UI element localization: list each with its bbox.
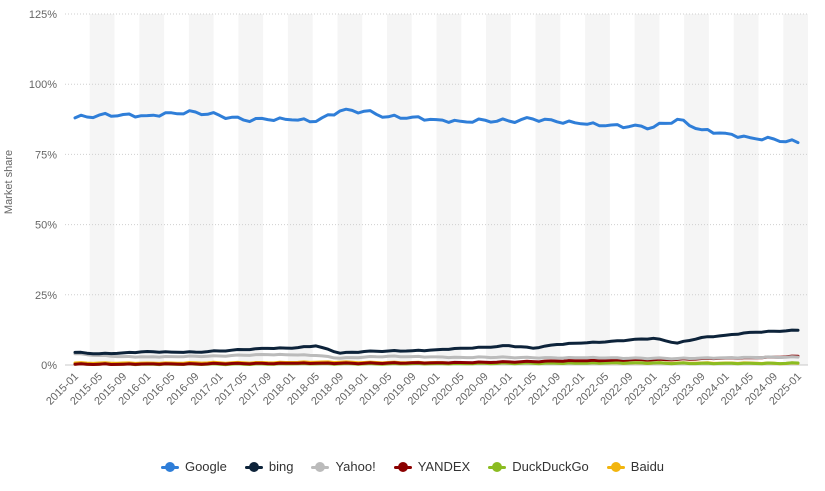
legend-swatch-icon [160,461,179,473]
column-band [684,14,709,365]
legend-item-yahoo[interactable]: Yahoo! [311,459,376,474]
column-band [287,14,313,365]
column-band [386,14,412,365]
legend-swatch-icon [311,461,330,473]
legend-item-yandex[interactable]: YANDEX [393,459,471,474]
y-tick-label: 75% [35,149,57,161]
legend-label: Google [184,459,227,474]
legend-swatch-dot [164,461,175,472]
legend-swatch-icon [488,461,507,473]
y-tick-label: 125% [29,9,57,21]
legend-swatch-icon [606,461,625,473]
legend-item-bing[interactable]: bing [244,459,294,474]
column-band [436,14,462,365]
series-line-yahoo[interactable] [73,352,800,361]
y-tick-label: 0% [41,360,57,372]
series-lines [73,107,800,367]
legend-swatch-dot [315,461,326,472]
column-band [585,14,610,365]
y-tick-label: 100% [29,79,57,91]
column-band [139,14,165,365]
column-band [188,14,214,365]
legend: Google bing Yahoo! YANDEX DuckDuckGo Baidu [0,459,825,474]
column-band [337,14,363,365]
column-band [486,14,511,365]
column-band [238,14,264,365]
legend-swatch-dot [492,461,503,472]
legend-label: Yahoo! [335,459,376,474]
alternating-column-bands [89,14,808,365]
legend-item-baidu[interactable]: Baidu [606,459,665,474]
column-band [733,14,759,365]
legend-label: Baidu [630,459,665,474]
column-band [535,14,561,365]
column-band [634,14,660,365]
y-tick-label: 50% [35,220,57,232]
column-band [783,14,808,365]
legend-item-google[interactable]: Google [160,459,227,474]
legend-swatch-dot [397,461,408,472]
column-band [89,14,115,365]
series-line-google[interactable] [73,107,800,145]
legend-swatch-icon [244,461,263,473]
legend-swatch-dot [248,461,259,472]
y-axis-ticks: 0% 25% 50% 75% 100% 125% [29,9,57,372]
legend-label: bing [268,459,294,474]
legend-label: DuckDuckGo [512,459,589,474]
legend-swatch-icon [393,461,412,473]
series-line-bing[interactable] [73,328,800,356]
x-axis-ticks: 2015-012015-052015-092016-012016-052016-… [44,371,804,408]
y-axis-label: Market share [3,150,15,214]
legend-item-duckduckgo[interactable]: DuckDuckGo [488,459,589,474]
legend-label: YANDEX [417,459,471,474]
legend-swatch-dot [610,461,621,472]
y-tick-label: 25% [35,290,57,302]
